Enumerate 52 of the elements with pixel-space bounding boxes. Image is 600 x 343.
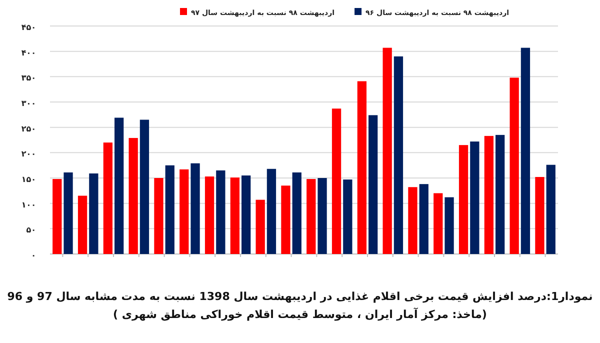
y-tick-label: ۳۰۰ xyxy=(21,99,36,108)
bar xyxy=(444,197,454,254)
bar xyxy=(357,81,366,254)
bar xyxy=(256,200,265,254)
text: (ماخذ: مرکز آمار ایران ، متوسط قیمت اقلام خوراکی مناطق شهری ) xyxy=(113,307,487,321)
y-tick-label: ۲۵۰ xyxy=(21,124,36,134)
y-tick-label: ۵۰ xyxy=(26,226,36,235)
bar xyxy=(230,177,240,254)
text: نمودار1:درصد افزایش قیمت برخی اقلام غذایی در اردیبهشت سال 1398 نسبت به مدت مشابه سال 97 و 96 xyxy=(7,290,593,303)
y-tick-label: ۱۰۰ xyxy=(21,200,36,210)
bar xyxy=(496,134,505,254)
y-tick-label: ۲۰۰ xyxy=(21,150,36,159)
bar xyxy=(154,178,164,254)
bar xyxy=(419,184,428,254)
y-tick-label: ۳۵۰ xyxy=(21,74,36,83)
bar xyxy=(165,165,174,254)
bar xyxy=(190,163,200,254)
bar xyxy=(306,179,316,254)
bar xyxy=(281,186,290,254)
bar xyxy=(382,48,392,254)
bar xyxy=(520,48,530,254)
bar xyxy=(128,138,138,254)
bar xyxy=(52,179,62,254)
bar xyxy=(368,115,378,254)
bar xyxy=(535,176,544,254)
bar xyxy=(458,145,468,254)
bar xyxy=(408,187,418,254)
bar xyxy=(343,180,352,254)
bar xyxy=(434,193,443,254)
bar xyxy=(216,170,226,254)
bar xyxy=(332,108,342,254)
y-tick-label: ۱۵۰ xyxy=(21,175,36,184)
bar xyxy=(470,142,480,254)
y-tick-label: ۰ xyxy=(31,251,36,260)
bar xyxy=(394,56,404,254)
bar xyxy=(546,164,556,254)
bar xyxy=(140,120,150,254)
bar xyxy=(242,175,251,254)
bar xyxy=(180,169,189,254)
bar xyxy=(78,196,88,254)
bar xyxy=(103,142,112,254)
bar xyxy=(292,172,302,254)
bar xyxy=(484,136,494,254)
y-tick-label: ۴۵۰ xyxy=(21,23,36,32)
bar xyxy=(266,168,276,254)
y-tick-label: ۴۰۰ xyxy=(21,48,36,58)
bar xyxy=(114,118,124,254)
bar xyxy=(318,178,327,254)
bar xyxy=(64,172,73,254)
bar xyxy=(89,173,98,254)
bar xyxy=(510,78,519,254)
bar xyxy=(204,176,214,254)
